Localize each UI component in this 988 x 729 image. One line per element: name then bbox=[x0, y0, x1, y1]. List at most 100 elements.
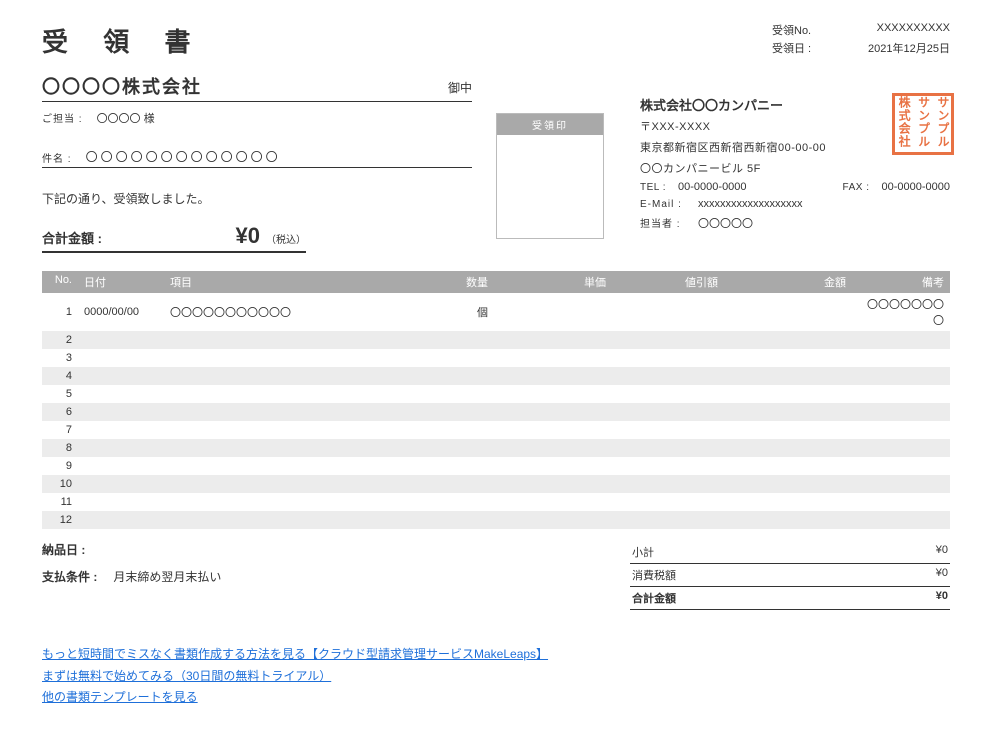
cell-discount bbox=[612, 337, 724, 343]
seal-col-2: サンプル bbox=[916, 96, 929, 148]
table-row: 5 bbox=[42, 385, 950, 403]
cell-unit bbox=[494, 481, 612, 487]
cell-discount bbox=[612, 481, 724, 487]
stamp-box: 受領印 bbox=[496, 113, 604, 239]
cell-no: 3 bbox=[42, 349, 78, 367]
table-row: 7 bbox=[42, 421, 950, 439]
col-date: 日付 bbox=[78, 271, 164, 293]
cell-no: 7 bbox=[42, 421, 78, 439]
cell-no: 4 bbox=[42, 367, 78, 385]
cell-item bbox=[164, 463, 394, 469]
cell-item bbox=[164, 499, 394, 505]
table-row: 4 bbox=[42, 367, 950, 385]
meta-block: 受領No. XXXXXXXXXX 受領日 : 2021年12月25日 bbox=[772, 22, 950, 58]
staff-value: 〇〇〇〇〇 bbox=[698, 215, 753, 231]
tax-value: ¥0 bbox=[936, 567, 948, 583]
total-label: 合計金額 : bbox=[42, 228, 102, 247]
table-row: 10000/00/00〇〇〇〇〇〇〇〇〇〇〇個〇〇〇〇〇〇〇〇 bbox=[42, 293, 950, 331]
cell-discount bbox=[612, 445, 724, 451]
receipt-no: XXXXXXXXXX bbox=[850, 22, 950, 38]
cell-discount bbox=[612, 391, 724, 397]
cell-no: 2 bbox=[42, 331, 78, 349]
items-header: No. 日付 項目 数量 単価 値引額 金額 備考 bbox=[42, 271, 950, 293]
link-makeleaps[interactable]: もっと短時間でミスなく書類作成する方法を見る【クラウド型請求管理サービスMake… bbox=[42, 647, 548, 661]
link-trial[interactable]: まずは無料で始めてみる（30日間の無料トライアル） bbox=[42, 669, 331, 683]
cell-item bbox=[164, 481, 394, 487]
cell-discount bbox=[612, 309, 724, 315]
cell-amount bbox=[724, 445, 852, 451]
cell-qty bbox=[394, 517, 494, 523]
tel-label: TEL : bbox=[640, 182, 666, 193]
total-tax-suffix: （税込） bbox=[266, 231, 306, 246]
seal-col-1: 株式会社 bbox=[897, 96, 910, 148]
cell-note bbox=[852, 391, 950, 397]
receipt-note: 下記の通り、受領致しました。 bbox=[42, 190, 472, 207]
tax-label: 消費税額 bbox=[632, 567, 676, 583]
table-row: 8 bbox=[42, 439, 950, 457]
cell-no: 11 bbox=[42, 493, 78, 511]
cell-item bbox=[164, 409, 394, 415]
cell-no: 8 bbox=[42, 439, 78, 457]
cell-qty bbox=[394, 499, 494, 505]
subtotal-label: 小計 bbox=[632, 544, 654, 560]
cell-date bbox=[78, 409, 164, 415]
cell-no: 1 bbox=[42, 303, 78, 321]
cell-item bbox=[164, 337, 394, 343]
cell-date bbox=[78, 337, 164, 343]
cell-unit bbox=[494, 463, 612, 469]
cell-note bbox=[852, 445, 950, 451]
cell-note bbox=[852, 355, 950, 361]
email-value: xxxxxxxxxxxxxxxxxxx bbox=[698, 198, 803, 210]
cell-date: 0000/00/00 bbox=[78, 303, 164, 321]
cell-qty bbox=[394, 373, 494, 379]
cell-qty bbox=[394, 481, 494, 487]
cell-no: 10 bbox=[42, 475, 78, 493]
cell-item bbox=[164, 427, 394, 433]
tel-value: 00-0000-0000 bbox=[678, 181, 747, 193]
cell-item bbox=[164, 517, 394, 523]
cell-note bbox=[852, 463, 950, 469]
cell-date bbox=[78, 517, 164, 523]
col-disc: 値引額 bbox=[612, 271, 724, 293]
cell-date bbox=[78, 481, 164, 487]
contact-label: ご担当 : bbox=[42, 110, 83, 125]
col-amt: 金額 bbox=[724, 271, 852, 293]
cell-discount bbox=[612, 409, 724, 415]
col-note: 備考 bbox=[852, 271, 950, 293]
table-row: 12 bbox=[42, 511, 950, 529]
cell-item bbox=[164, 355, 394, 361]
cell-unit bbox=[494, 391, 612, 397]
receipt-date-label: 受領日 : bbox=[772, 40, 826, 56]
fax-value: 00-0000-0000 bbox=[881, 181, 950, 193]
cell-amount bbox=[724, 481, 852, 487]
cell-amount bbox=[724, 409, 852, 415]
delivery-label: 納品日 : bbox=[42, 541, 85, 558]
cell-note bbox=[852, 499, 950, 505]
link-templates[interactable]: 他の書類テンプレートを見る bbox=[42, 690, 198, 704]
receipt-date: 2021年12月25日 bbox=[850, 40, 950, 56]
table-row: 6 bbox=[42, 403, 950, 421]
payterms-label: 支払条件 : bbox=[42, 568, 97, 585]
grandtotal-value: ¥0 bbox=[936, 590, 948, 606]
cell-item bbox=[164, 445, 394, 451]
cell-qty bbox=[394, 391, 494, 397]
cell-qty bbox=[394, 355, 494, 361]
cell-unit bbox=[494, 427, 612, 433]
cell-unit bbox=[494, 373, 612, 379]
cell-date bbox=[78, 391, 164, 397]
table-row: 2 bbox=[42, 331, 950, 349]
cell-amount bbox=[724, 499, 852, 505]
cell-note: 〇〇〇〇〇〇〇〇 bbox=[852, 293, 950, 331]
seal-col-3: サンプル bbox=[936, 96, 949, 148]
col-qty: 数量 bbox=[394, 271, 494, 293]
cell-date bbox=[78, 427, 164, 433]
cell-amount bbox=[724, 463, 852, 469]
cell-item bbox=[164, 373, 394, 379]
email-label: E-Mail : bbox=[640, 199, 684, 210]
cell-unit bbox=[494, 355, 612, 361]
recipient-suffix: 御中 bbox=[448, 79, 472, 99]
company-addr2: 〇〇カンパニービル 5F bbox=[640, 160, 950, 176]
staff-label: 担当者 : bbox=[640, 215, 684, 230]
items-table: No. 日付 項目 数量 単価 値引額 金額 備考 10000/00/00 〇〇〇… bbox=[42, 271, 950, 529]
cell-discount bbox=[612, 355, 724, 361]
